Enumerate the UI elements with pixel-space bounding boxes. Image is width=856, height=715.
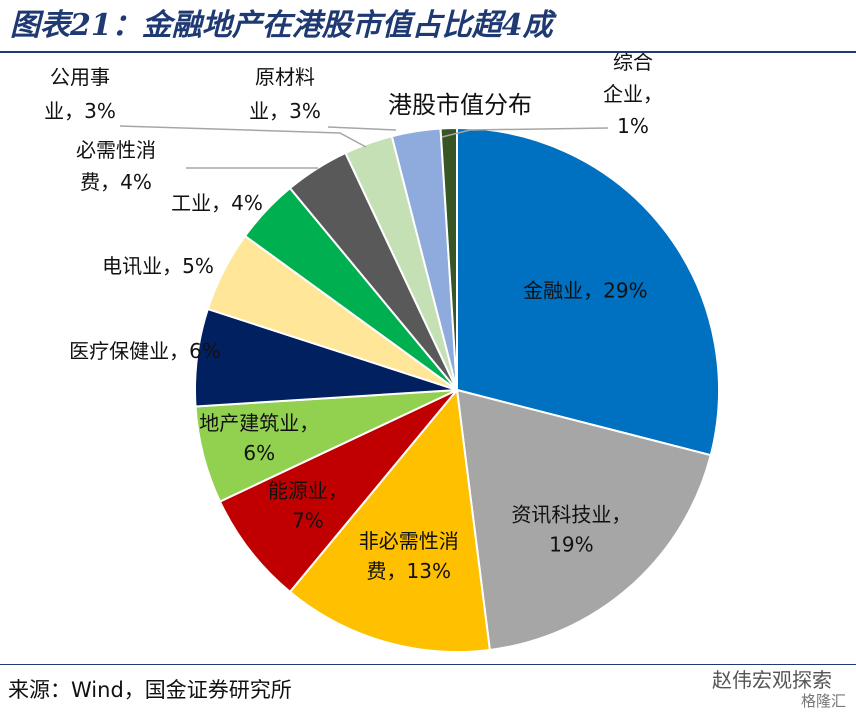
slice-label-0: 金融业，29% bbox=[523, 278, 647, 302]
slice-label-7: 工业，4% bbox=[171, 191, 263, 215]
footer-rule bbox=[0, 664, 856, 665]
pie-slice-0 bbox=[456, 126, 721, 457]
slice-label-5: 医疗保健业，6% bbox=[69, 339, 221, 363]
slice-label-4: 地产建筑业， 6% bbox=[199, 411, 319, 465]
pie-slice-2 bbox=[288, 387, 491, 653]
chart-title: 港股市值分布 bbox=[388, 91, 532, 119]
title-rule bbox=[0, 51, 856, 53]
pie-slice-11 bbox=[439, 126, 458, 391]
pie-slice-3 bbox=[218, 389, 458, 594]
source-note: 来源：Wind，国金证券研究所 bbox=[8, 678, 292, 702]
slice-label-1: 资讯科技业， 19% bbox=[511, 503, 631, 557]
slice-label-10: 原材料业，3% bbox=[249, 65, 321, 123]
watermark-sub: 格隆汇 bbox=[800, 692, 846, 710]
figure-title: 图表21：金融地产在港股市值占比超4成 bbox=[10, 8, 553, 43]
slice-label-2: 非必需性消费，13% bbox=[359, 529, 459, 583]
slice-label-9: 公用事业，3% bbox=[44, 65, 116, 123]
pie-slice-1 bbox=[455, 388, 712, 652]
slice-label-6: 电讯业，5% bbox=[102, 254, 214, 278]
slice-label-8: 必需性消费，4% bbox=[76, 138, 156, 194]
leader-line-11 bbox=[441, 127, 609, 138]
slice-label-3: 能源业， 7% bbox=[268, 479, 348, 533]
leader-line-9 bbox=[119, 125, 367, 148]
leader-line-10 bbox=[327, 126, 397, 131]
watermark: 赵伟宏观探索 bbox=[712, 668, 832, 692]
slice-label-11: 综合企业， 1% bbox=[603, 53, 663, 138]
